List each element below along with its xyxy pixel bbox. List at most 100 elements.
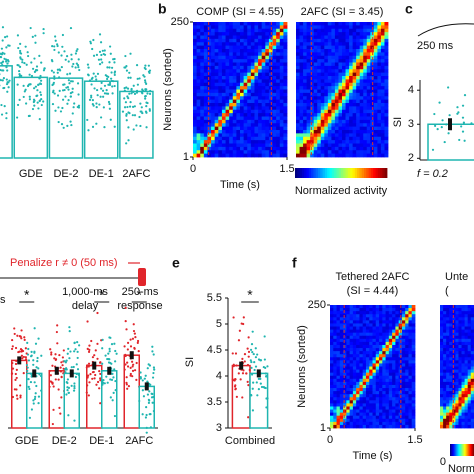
jitter-dot bbox=[76, 82, 80, 85]
heatmap-cell bbox=[303, 55, 308, 60]
heatmap-cell bbox=[214, 126, 219, 131]
heatmap-cell bbox=[461, 332, 466, 337]
heatmap-cell bbox=[336, 388, 341, 392]
heatmap-cell bbox=[317, 69, 322, 74]
heatmap-cell bbox=[324, 42, 329, 47]
heatmap-cell bbox=[331, 153, 336, 158]
jitter-dot bbox=[139, 376, 142, 379]
heatmap-cell bbox=[405, 308, 409, 312]
heatmap-cell bbox=[207, 86, 212, 90]
jitter-dot bbox=[1, 51, 4, 54]
heatmap-cell bbox=[384, 123, 389, 128]
heatmap-cell bbox=[359, 360, 364, 364]
heatmap-cell bbox=[446, 329, 450, 334]
heatmap-cell bbox=[296, 89, 300, 94]
heatmap-cell bbox=[395, 317, 400, 321]
heatmap-cell bbox=[254, 49, 259, 53]
heatmap-cell bbox=[363, 143, 368, 148]
heatmap-cell bbox=[193, 143, 198, 148]
heatmap-cell bbox=[218, 25, 223, 30]
heatmap-cell bbox=[303, 119, 308, 124]
heatmap-cell bbox=[365, 326, 370, 330]
heatmap-cell bbox=[334, 99, 339, 104]
heatmap-cell bbox=[276, 106, 281, 111]
heatmap-cell bbox=[330, 375, 334, 380]
heatmap-cell bbox=[243, 126, 248, 131]
heatmap-cell bbox=[254, 28, 259, 33]
heatmap-cell bbox=[470, 354, 474, 358]
heatmap-cell bbox=[196, 119, 201, 124]
heatmap-cell bbox=[338, 65, 343, 70]
heatmap-cell bbox=[200, 150, 205, 155]
heatmap-cell bbox=[467, 397, 472, 401]
heatmap-cell bbox=[342, 32, 346, 36]
jitter-dot bbox=[15, 359, 18, 363]
heatmap-cell bbox=[299, 96, 304, 101]
heatmap-cell bbox=[395, 344, 400, 349]
heatmap-cell bbox=[464, 388, 469, 392]
heatmap-cell bbox=[349, 366, 354, 370]
bar bbox=[13, 76, 49, 159]
heatmap-cell bbox=[352, 99, 357, 104]
heatmap-cell bbox=[258, 35, 263, 40]
heatmap-cell bbox=[306, 146, 311, 151]
heatmap-cell bbox=[214, 65, 219, 70]
heatmap-cell bbox=[370, 89, 375, 94]
jitter-dot bbox=[49, 348, 52, 351]
heatmap-cell bbox=[258, 52, 263, 57]
heatmap-cell bbox=[370, 130, 375, 134]
heatmap-cell bbox=[339, 363, 344, 367]
jitter-dot bbox=[17, 46, 20, 50]
heatmap-cell bbox=[373, 116, 378, 121]
heatmap-cell bbox=[276, 38, 281, 43]
heatmap-cell bbox=[346, 369, 351, 374]
heatmap-cell bbox=[382, 366, 386, 370]
significance-star: * bbox=[247, 287, 253, 303]
heatmap-cell bbox=[392, 348, 396, 352]
heatmap-cell bbox=[408, 391, 413, 395]
heatmap-cell bbox=[356, 62, 361, 67]
heatmap-cell bbox=[310, 140, 315, 144]
heatmap-cell bbox=[395, 400, 400, 404]
heatmap-cell bbox=[240, 146, 245, 151]
jitter-dot bbox=[58, 76, 61, 79]
heatmap-cell bbox=[196, 45, 201, 50]
heatmap-cell bbox=[356, 317, 360, 321]
jitter-dot bbox=[152, 409, 155, 413]
heatmap-cell bbox=[296, 106, 300, 111]
heatmap-cell bbox=[470, 305, 474, 309]
heatmap-cell bbox=[405, 372, 409, 377]
heatmap-cell bbox=[405, 329, 409, 334]
heatmap-cell bbox=[467, 335, 472, 340]
heatmap-cell bbox=[334, 69, 339, 74]
heatmap-cell bbox=[338, 62, 343, 67]
heatmap-cell bbox=[339, 348, 344, 352]
heatmap-cell bbox=[359, 76, 364, 80]
jitter-dot bbox=[20, 354, 24, 357]
heatmap-cell bbox=[283, 123, 288, 128]
heatmap-cell bbox=[207, 25, 212, 30]
heatmap-cell bbox=[392, 424, 396, 429]
heatmap-cell bbox=[336, 305, 341, 309]
jitter-dot bbox=[231, 352, 234, 355]
jitter-dot bbox=[11, 361, 14, 365]
heatmap-cell bbox=[362, 341, 367, 346]
heatmap-cell bbox=[327, 49, 332, 53]
heatmap-cell bbox=[310, 38, 315, 43]
jitter-dot bbox=[237, 339, 241, 342]
heatmap-cell bbox=[366, 113, 371, 117]
heatmap-cell bbox=[346, 409, 351, 414]
heatmap-cell bbox=[379, 344, 383, 349]
jitter-dot bbox=[146, 393, 150, 396]
heatmap-cell bbox=[207, 22, 212, 26]
heatmap-cell bbox=[379, 378, 383, 383]
heatmap-cell bbox=[363, 109, 368, 114]
heatmap-cell bbox=[207, 38, 212, 43]
heatmap-cell bbox=[342, 25, 346, 30]
heatmap-cell bbox=[352, 415, 357, 420]
heatmap-cell bbox=[446, 363, 450, 367]
heatmap-cell bbox=[405, 344, 409, 349]
heatmap-cell bbox=[338, 106, 343, 111]
heatmap-cell bbox=[464, 323, 469, 327]
heatmap-cell bbox=[320, 140, 325, 144]
